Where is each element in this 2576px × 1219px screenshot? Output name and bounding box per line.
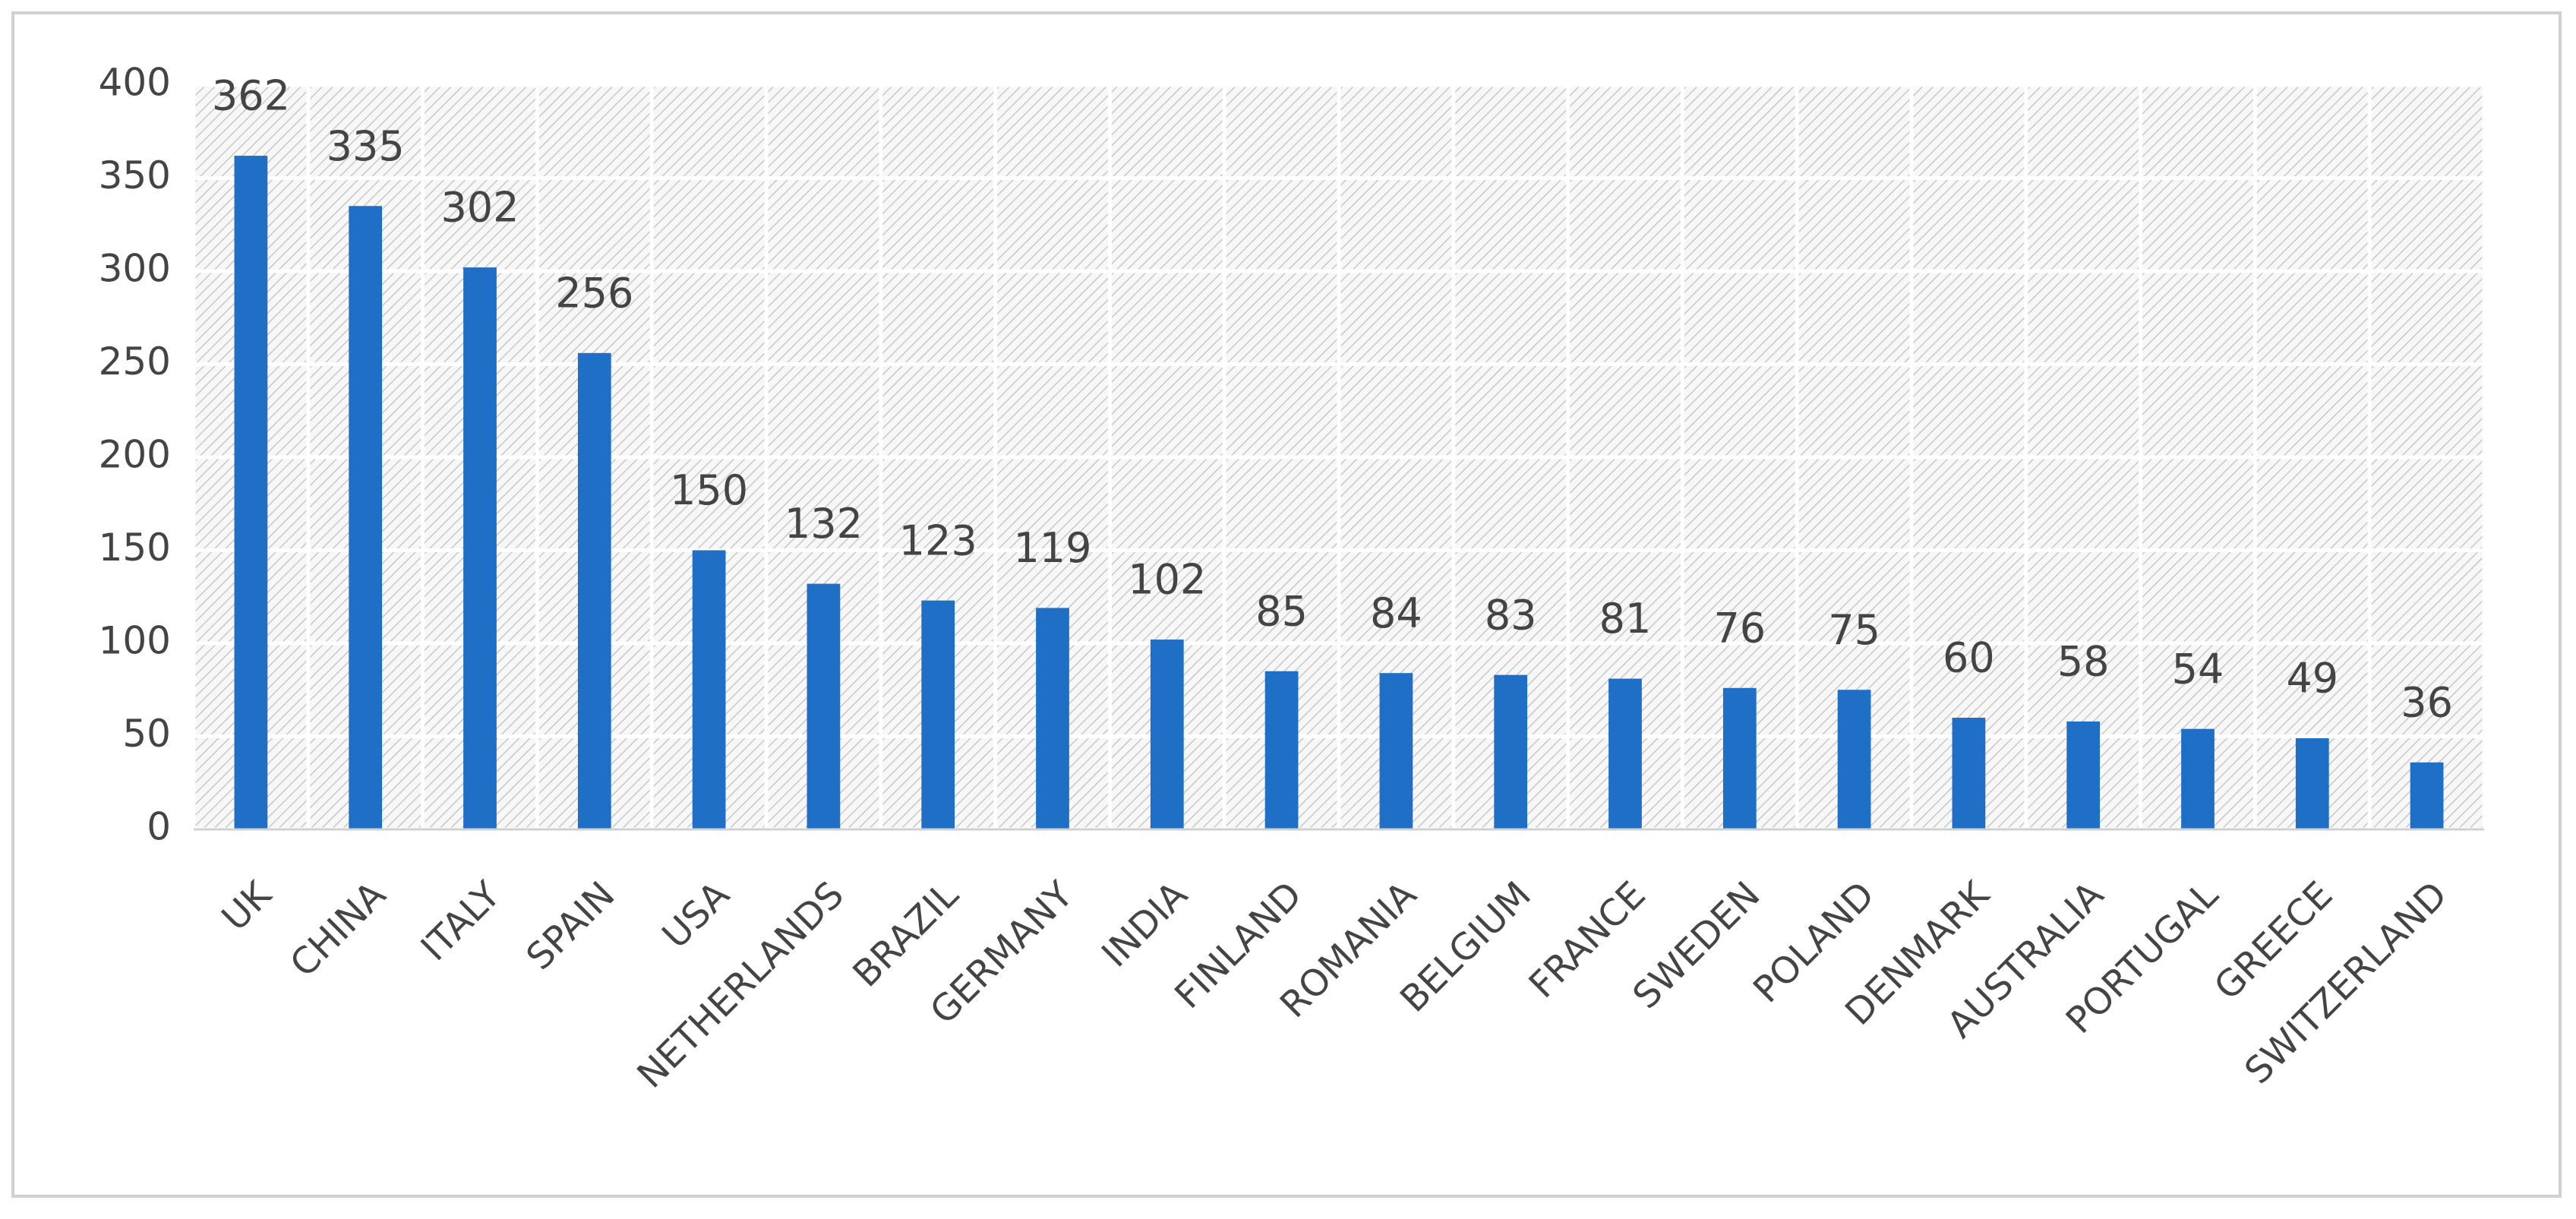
data-label: 75 bbox=[1828, 606, 1880, 654]
data-label: 123 bbox=[899, 516, 977, 564]
bar bbox=[2181, 728, 2215, 829]
bar bbox=[921, 600, 955, 829]
y-tick-label: 50 bbox=[122, 712, 171, 756]
data-label: 362 bbox=[212, 72, 290, 120]
bar bbox=[1722, 687, 1757, 829]
bar bbox=[807, 583, 841, 829]
y-tick-label: 0 bbox=[147, 805, 171, 849]
bar bbox=[349, 206, 383, 829]
data-label: 256 bbox=[555, 269, 633, 317]
bar bbox=[2295, 737, 2329, 829]
y-tick-label: 250 bbox=[99, 339, 171, 384]
data-label: 83 bbox=[1485, 591, 1537, 639]
data-label: 58 bbox=[2057, 638, 2110, 686]
bar bbox=[234, 156, 268, 830]
bar bbox=[1150, 640, 1184, 829]
y-tick-label: 100 bbox=[99, 619, 171, 663]
data-label: 335 bbox=[327, 122, 405, 170]
data-label: 36 bbox=[2401, 678, 2453, 726]
bar bbox=[577, 352, 611, 829]
bar bbox=[463, 267, 497, 830]
data-label: 85 bbox=[1255, 587, 1308, 635]
y-tick-label: 200 bbox=[99, 433, 171, 477]
bar bbox=[1952, 718, 1986, 829]
data-label: 81 bbox=[1599, 595, 1652, 643]
data-label: 302 bbox=[440, 184, 519, 232]
data-label: 132 bbox=[784, 500, 863, 548]
bar bbox=[1264, 671, 1299, 829]
y-tick-label: 350 bbox=[99, 153, 171, 197]
y-tick-label: 150 bbox=[99, 526, 171, 570]
y-tick-label: 300 bbox=[99, 247, 171, 291]
bar bbox=[2066, 721, 2101, 829]
data-label: 60 bbox=[1943, 634, 1995, 682]
y-tick-label: 400 bbox=[99, 61, 171, 105]
data-label: 54 bbox=[2172, 645, 2224, 693]
bar bbox=[1608, 678, 1642, 829]
data-label: 76 bbox=[1713, 604, 1766, 652]
bar bbox=[692, 550, 726, 829]
data-label: 119 bbox=[1013, 524, 1091, 572]
data-label: 102 bbox=[1128, 556, 1206, 604]
data-label: 150 bbox=[670, 466, 748, 514]
bar bbox=[1036, 608, 1069, 829]
bar bbox=[1837, 690, 1871, 829]
bar bbox=[2410, 762, 2444, 829]
bar bbox=[1379, 673, 1413, 829]
bar bbox=[1494, 674, 1528, 829]
data-label: 84 bbox=[1370, 589, 1422, 637]
data-label: 49 bbox=[2286, 655, 2338, 703]
